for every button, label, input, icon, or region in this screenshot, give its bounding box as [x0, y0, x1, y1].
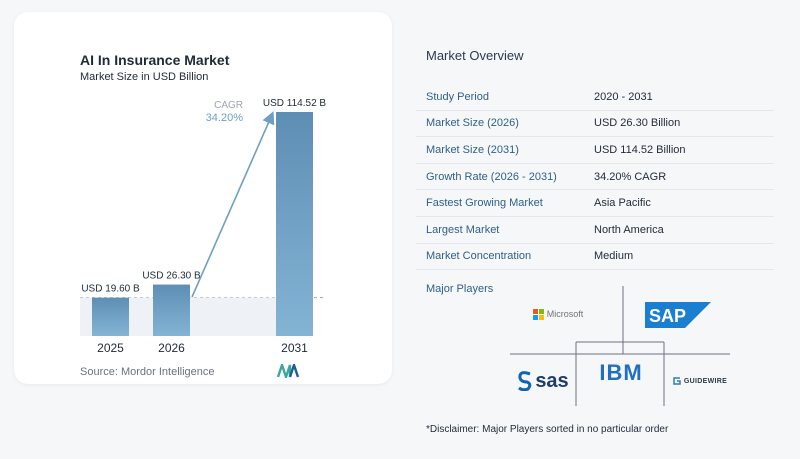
svg-text:SAP: SAP — [649, 306, 686, 326]
sas-icon — [518, 371, 532, 391]
ibm-logo: IBM — [594, 360, 648, 386]
row-value: 34.20% CAGR — [584, 163, 774, 191]
sap-icon: SAP — [645, 302, 711, 328]
guidewire-icon — [673, 377, 681, 385]
table-row: Market Concentration Medium — [416, 243, 774, 271]
ibm-text: IBM — [599, 360, 643, 385]
table-row: Fastest Growing Market Asia Pacific — [416, 189, 774, 217]
row-label: Market Concentration — [416, 243, 584, 271]
row-value: USD 114.52 Billion — [584, 136, 774, 164]
table-row: Study Period 2020 - 2031 — [416, 84, 774, 111]
value-label-2026: USD 26.30 B — [142, 271, 201, 282]
row-value: Asia Pacific — [584, 189, 774, 217]
category-label-2025: 2025 — [97, 341, 124, 355]
major-players-title: Major Players — [426, 283, 494, 295]
bar-2031 — [276, 112, 313, 336]
value-label-2025: USD 19.60 B — [81, 284, 140, 295]
sas-logo: sas — [514, 368, 572, 394]
guidewire-logo: GUIDEWIRE — [672, 374, 728, 388]
row-value: Medium — [584, 243, 774, 271]
row-label: Largest Market — [416, 216, 584, 244]
row-label: Growth Rate (2026 - 2031) — [416, 163, 584, 191]
bar-chart: USD 19.60 B 2025 USD 26.30 B 2026 USD 114.52… — [80, 98, 327, 355]
row-label: Market Size (2031) — [416, 136, 584, 164]
category-label-2031: 2031 — [281, 341, 308, 355]
value-label-2031: USD 114.52 B — [263, 98, 327, 109]
overview-table: Study Period 2020 - 2031 Market Size (20… — [416, 84, 774, 271]
bar-2026 — [153, 284, 190, 336]
row-value: USD 26.30 Billion — [584, 110, 774, 138]
chart-subtitle: Market Size in USD Billion — [80, 71, 209, 83]
mordor-logo-icon — [277, 364, 300, 378]
bar-2025 — [92, 297, 129, 336]
guidewire-text: GUIDEWIRE — [683, 377, 728, 385]
source-text: Source: Mordor Intelligence — [80, 366, 215, 378]
row-value: 2020 - 2031 — [584, 84, 774, 111]
microsoft-logo: Microsoft — [528, 306, 588, 322]
sap-logo: SAP — [645, 302, 711, 328]
cagr-label: CAGR — [214, 100, 243, 111]
table-row: Market Size (2026) USD 26.30 Billion — [416, 110, 774, 138]
table-row: Largest Market North America — [416, 216, 774, 244]
row-label: Study Period — [416, 84, 584, 111]
overview-title: Market Overview — [426, 48, 524, 63]
table-row: Growth Rate (2026 - 2031) 34.20% CAGR — [416, 163, 774, 191]
chart-title: AI In Insurance Market — [80, 52, 230, 68]
sas-text: sas — [535, 369, 569, 392]
disclaimer: *Disclaimer: Major Players sorted in no … — [426, 424, 669, 435]
row-value: North America — [584, 216, 774, 244]
microsoft-text: Microsoft — [546, 309, 584, 319]
players-grid — [510, 286, 730, 406]
table-row: Market Size (2031) USD 114.52 Billion — [416, 136, 774, 164]
cagr-arrow — [191, 111, 275, 298]
row-label: Market Size (2026) — [416, 110, 584, 138]
cagr-value: 34.20% — [206, 112, 244, 124]
microsoft-icon — [532, 308, 544, 320]
row-label: Fastest Growing Market — [416, 189, 584, 217]
category-label-2026: 2026 — [158, 341, 185, 355]
